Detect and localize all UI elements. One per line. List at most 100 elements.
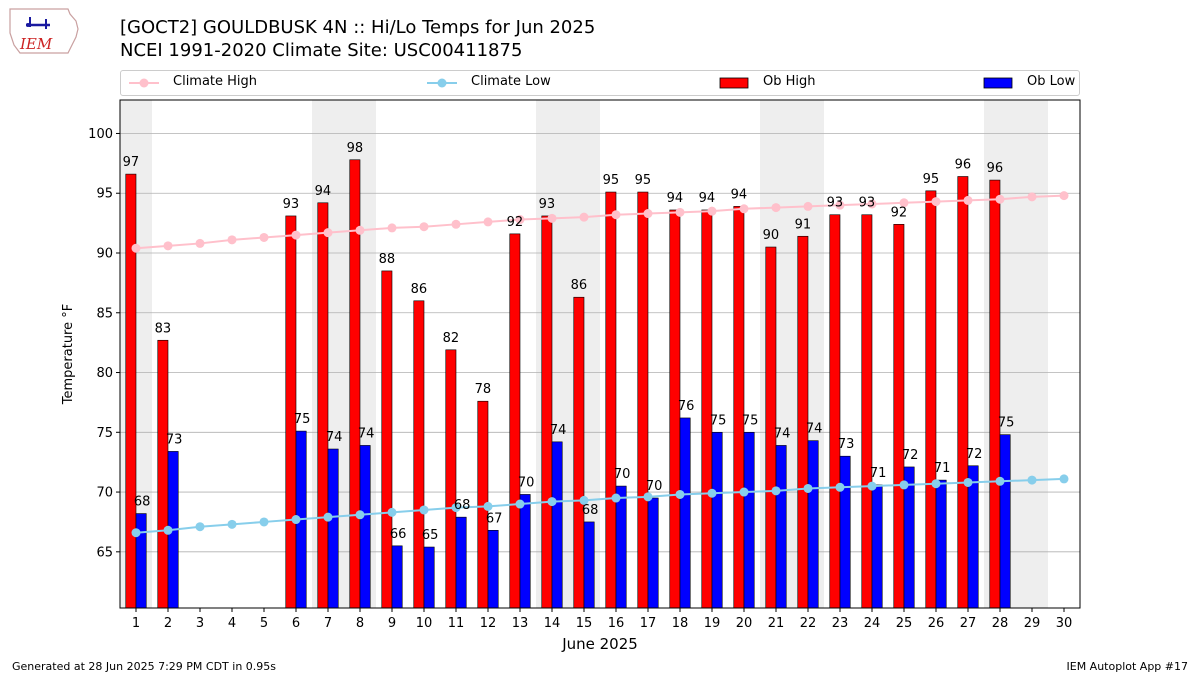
- bar-ob-high: [605, 191, 617, 609]
- climate-high-point: [579, 212, 589, 222]
- bar-ob-high: [445, 349, 457, 609]
- climate-high-point: [227, 235, 237, 245]
- data-label-ob-low: 68: [582, 503, 599, 518]
- data-label-ob-low: 70: [646, 479, 663, 494]
- x-tick-label: 9: [388, 616, 396, 631]
- climate-low-point: [323, 512, 333, 522]
- x-tick-label: 30: [1056, 616, 1073, 631]
- data-label-ob-high: 96: [987, 161, 1004, 176]
- data-label-ob-low: 72: [966, 447, 983, 462]
- data-label-ob-low: 73: [166, 432, 183, 447]
- bar-ob-low: [679, 417, 691, 609]
- data-label-ob-low: 66: [390, 527, 407, 542]
- climate-high-point: [419, 222, 429, 232]
- x-tick-label: 5: [260, 616, 268, 631]
- climate-low-point: [195, 522, 205, 532]
- x-tick-label: 23: [832, 616, 849, 631]
- bar-ob-low: [583, 521, 595, 609]
- x-tick-label: 22: [800, 616, 817, 631]
- climate-low-point: [643, 492, 653, 502]
- climate-low-point: [675, 489, 685, 499]
- x-tick-label: 3: [196, 616, 204, 631]
- generated-note: Generated at 28 Jun 2025 7:29 PM CDT in …: [12, 660, 277, 673]
- x-tick-label: 1: [132, 616, 140, 631]
- bar-ob-low: [935, 479, 947, 609]
- climate-high-point: [291, 230, 301, 240]
- climate-low-point: [611, 493, 621, 503]
- x-tick-label: 7: [324, 616, 332, 631]
- x-tick-label: 29: [1024, 616, 1041, 631]
- data-label-ob-high: 90: [763, 228, 780, 243]
- bar-ob-high: [413, 300, 425, 609]
- data-label-ob-high: 93: [283, 197, 300, 212]
- bar-ob-high: [381, 270, 393, 609]
- app-note: IEM Autoplot App #17: [1066, 660, 1189, 673]
- bar-ob-high: [861, 214, 873, 609]
- data-label-ob-low: 75: [742, 413, 759, 428]
- climate-low-point: [995, 476, 1005, 486]
- x-tick-label: 12: [480, 616, 497, 631]
- x-tick-label: 27: [960, 616, 977, 631]
- data-label-ob-high: 95: [603, 173, 620, 188]
- climate-high-point: [707, 206, 717, 216]
- climate-low-point: [451, 503, 461, 513]
- climate-low-point: [547, 497, 557, 507]
- climate-low-point: [931, 479, 941, 489]
- x-tick-label: 8: [356, 616, 364, 631]
- climate-high-point: [931, 197, 941, 207]
- bar-ob-high: [637, 191, 649, 609]
- climate-high-point: [483, 217, 493, 227]
- data-label-ob-high: 95: [635, 173, 652, 188]
- climate-low-point: [419, 505, 429, 515]
- climate-high-point: [835, 200, 845, 210]
- weekend-band: [984, 100, 1016, 608]
- data-label-ob-high: 95: [923, 172, 940, 187]
- data-label-ob-low: 75: [294, 412, 311, 427]
- x-tick-label: 24: [864, 616, 881, 631]
- bar-ob-high: [317, 202, 329, 609]
- y-tick-label: 65: [96, 545, 113, 560]
- climate-high-point: [1027, 192, 1037, 202]
- bar-ob-high: [125, 173, 137, 609]
- climate-high-point: [163, 241, 173, 251]
- weekend-band: [120, 100, 152, 608]
- weekend-shading: [120, 100, 1048, 608]
- data-label-ob-high: 82: [443, 331, 460, 346]
- bar-ob-high: [541, 215, 553, 609]
- x-tick-label: 26: [928, 616, 945, 631]
- climate-low-point: [1027, 475, 1037, 485]
- bar-swatch-icon: [719, 77, 749, 89]
- x-tick-label: 6: [292, 616, 300, 631]
- data-label-ob-high: 94: [315, 184, 332, 199]
- climate-high-point: [675, 207, 685, 217]
- x-tick-label: 21: [768, 616, 785, 631]
- climate-low-point: [771, 486, 781, 496]
- climate-high-point: [803, 201, 813, 211]
- data-label-ob-low: 65: [422, 528, 439, 543]
- bar-ob-low: [967, 465, 979, 609]
- legend-label: Ob High: [763, 74, 816, 89]
- bar-ob-low: [647, 497, 659, 609]
- data-label-ob-high: 94: [667, 191, 684, 206]
- climate-high-point: [739, 204, 749, 214]
- climate-high-point: [899, 198, 909, 208]
- data-label-ob-low: 68: [454, 498, 471, 513]
- climate-high-point: [259, 232, 269, 242]
- data-label-ob-low: 71: [870, 466, 887, 481]
- climate-low-point: [259, 517, 269, 527]
- weekend-band: [792, 100, 824, 608]
- x-tick-label: 19: [704, 616, 721, 631]
- x-tick-label: 2: [164, 616, 172, 631]
- data-label-ob-low: 74: [326, 430, 343, 445]
- legend-label: Climate Low: [471, 74, 551, 89]
- climate-low-point: [707, 488, 717, 498]
- climate-high-point: [547, 213, 557, 223]
- weekend-band: [344, 100, 376, 608]
- bar-ob-low: [711, 431, 723, 609]
- x-tick-label: 17: [640, 616, 657, 631]
- bar-ob-high: [765, 246, 777, 609]
- climate-high-point: [355, 225, 365, 235]
- data-label-ob-high: 91: [795, 217, 812, 232]
- data-label-ob-high: 88: [379, 252, 396, 267]
